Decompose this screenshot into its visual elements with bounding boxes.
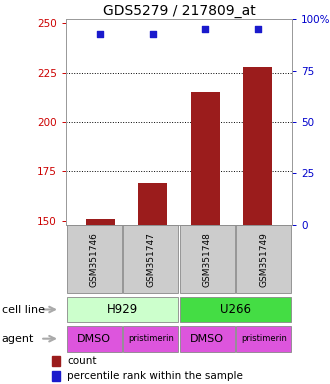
Text: cell line: cell line — [2, 305, 45, 314]
Text: GSM351748: GSM351748 — [203, 232, 212, 286]
Point — [203, 26, 208, 33]
Bar — [191, 92, 220, 225]
Text: DMSO: DMSO — [190, 334, 224, 344]
Text: U266: U266 — [220, 303, 251, 316]
Point — [98, 30, 103, 36]
Text: agent: agent — [2, 334, 34, 344]
FancyBboxPatch shape — [67, 225, 122, 293]
Point — [255, 26, 260, 33]
Bar — [86, 219, 115, 225]
Title: GDS5279 / 217809_at: GDS5279 / 217809_at — [103, 4, 255, 18]
Text: percentile rank within the sample: percentile rank within the sample — [67, 371, 243, 381]
Point — [150, 30, 155, 36]
Text: H929: H929 — [107, 303, 138, 316]
FancyBboxPatch shape — [236, 225, 291, 293]
FancyBboxPatch shape — [67, 296, 179, 323]
Bar — [244, 66, 272, 225]
Text: count: count — [67, 356, 97, 366]
Text: GSM351749: GSM351749 — [259, 232, 268, 286]
Bar — [52, 356, 60, 366]
Text: pristimerin: pristimerin — [241, 334, 287, 343]
FancyBboxPatch shape — [123, 326, 179, 352]
Text: pristimerin: pristimerin — [128, 334, 174, 343]
FancyBboxPatch shape — [180, 326, 235, 352]
Text: GSM351746: GSM351746 — [90, 232, 99, 286]
Bar — [138, 183, 167, 225]
Text: DMSO: DMSO — [77, 334, 111, 344]
Bar — [52, 371, 60, 381]
FancyBboxPatch shape — [180, 296, 291, 323]
FancyBboxPatch shape — [180, 225, 235, 293]
FancyBboxPatch shape — [123, 225, 179, 293]
FancyBboxPatch shape — [67, 326, 122, 352]
Text: GSM351747: GSM351747 — [146, 232, 155, 286]
FancyBboxPatch shape — [236, 326, 291, 352]
